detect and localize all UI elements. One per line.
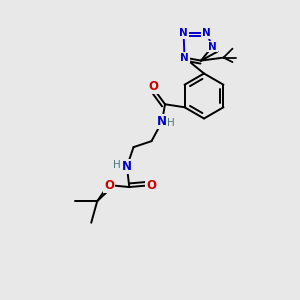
Text: O: O (146, 179, 156, 192)
Text: O: O (104, 179, 114, 192)
Text: N: N (208, 41, 217, 52)
Text: N: N (202, 28, 211, 38)
Text: N: N (179, 28, 188, 38)
Text: N: N (180, 52, 189, 63)
Text: H: H (112, 160, 120, 170)
Text: H: H (167, 118, 175, 128)
Text: N: N (122, 160, 132, 173)
Text: N: N (157, 115, 167, 128)
Text: O: O (148, 80, 159, 93)
